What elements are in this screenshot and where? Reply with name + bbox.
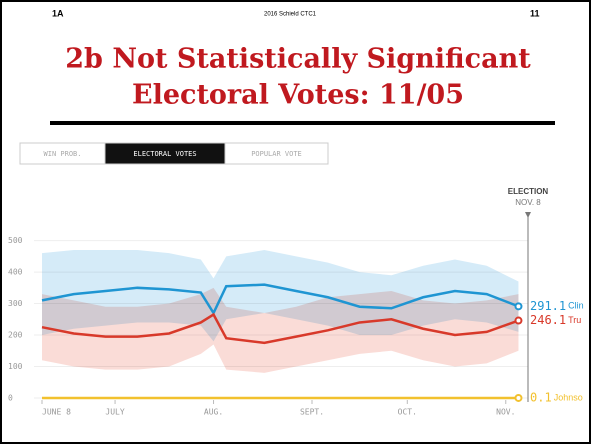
tab-label[interactable]: ELECTORAL VOTES xyxy=(133,150,196,158)
y-tick-label: 200 xyxy=(8,331,23,340)
end-label: 246.1 xyxy=(530,313,566,327)
end-point xyxy=(514,302,523,311)
y-tick-label: 500 xyxy=(8,236,23,245)
y-tick-label: 100 xyxy=(8,362,23,371)
series-line xyxy=(41,283,519,316)
title-line: 2b Not Statistically Significant xyxy=(65,44,531,75)
series-line xyxy=(41,312,519,345)
uncertainty-band xyxy=(42,287,519,373)
corner-center: 2016 Schield CTC1 xyxy=(264,12,317,18)
tab-label[interactable]: WIN PROB. xyxy=(44,150,82,158)
x-tick-label: OCT. xyxy=(398,408,417,417)
y-tick-label: 0 xyxy=(8,394,13,403)
y-tick-label: 400 xyxy=(8,268,23,277)
end-point xyxy=(514,316,523,325)
end-label: 291.1 xyxy=(530,299,566,313)
legend-name: Tru xyxy=(568,315,581,325)
legend-name: Johnso xyxy=(554,392,583,402)
annotation: ELECTION xyxy=(508,187,549,196)
x-tick-label: SEPT. xyxy=(300,408,324,417)
end-point xyxy=(514,393,523,402)
tab-label[interactable]: POPULAR VOTE xyxy=(251,150,302,158)
x-tick-label: AUG. xyxy=(204,408,223,417)
tab[interactable] xyxy=(224,142,329,165)
title-rule xyxy=(50,121,555,125)
corner-right: 11 xyxy=(530,8,540,18)
corner-left: 1A xyxy=(52,8,64,18)
title-line: Electoral Votes: 11/05 xyxy=(132,80,464,111)
end-label: 0.1 xyxy=(530,390,552,404)
legend-name: Clin xyxy=(568,301,584,311)
y-tick-label: 300 xyxy=(8,299,23,308)
election-arrow xyxy=(525,212,531,218)
x-tick-label: NOV. xyxy=(496,408,515,417)
annotation: NOV. 8 xyxy=(515,198,541,207)
x-tick-label: JULY xyxy=(105,408,124,417)
x-tick-label: JUNE 8 xyxy=(42,408,71,417)
